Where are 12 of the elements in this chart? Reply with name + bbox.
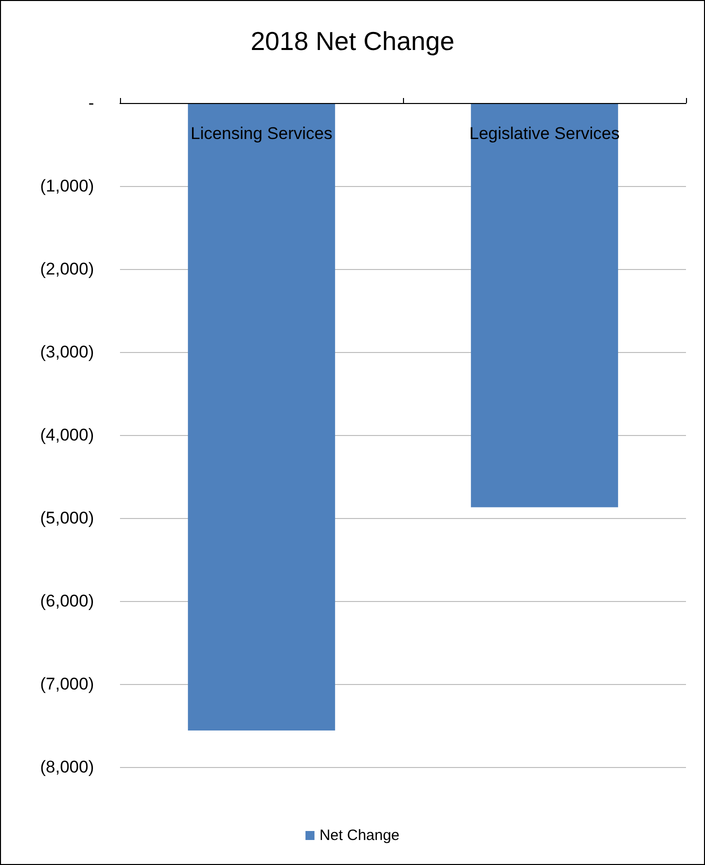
legend-label: Net Change — [319, 827, 400, 844]
y-tick-label: (3,000) — [40, 342, 94, 362]
y-tick-label: (5,000) — [40, 508, 94, 528]
chart-title: 2018 Net Change — [250, 26, 454, 56]
y-tick-label: (4,000) — [40, 426, 94, 444]
y-tick-label: (7,000) — [40, 674, 94, 694]
y-tick-label: - — [88, 94, 94, 112]
y-tick-label: (2,000) — [40, 260, 94, 278]
y-tick-label: (6,000) — [40, 592, 94, 610]
y-tick-label: (1,000) — [40, 176, 94, 196]
x-tick-label: Licensing Services — [190, 124, 332, 143]
y-tick-label: (8,000) — [40, 758, 94, 776]
